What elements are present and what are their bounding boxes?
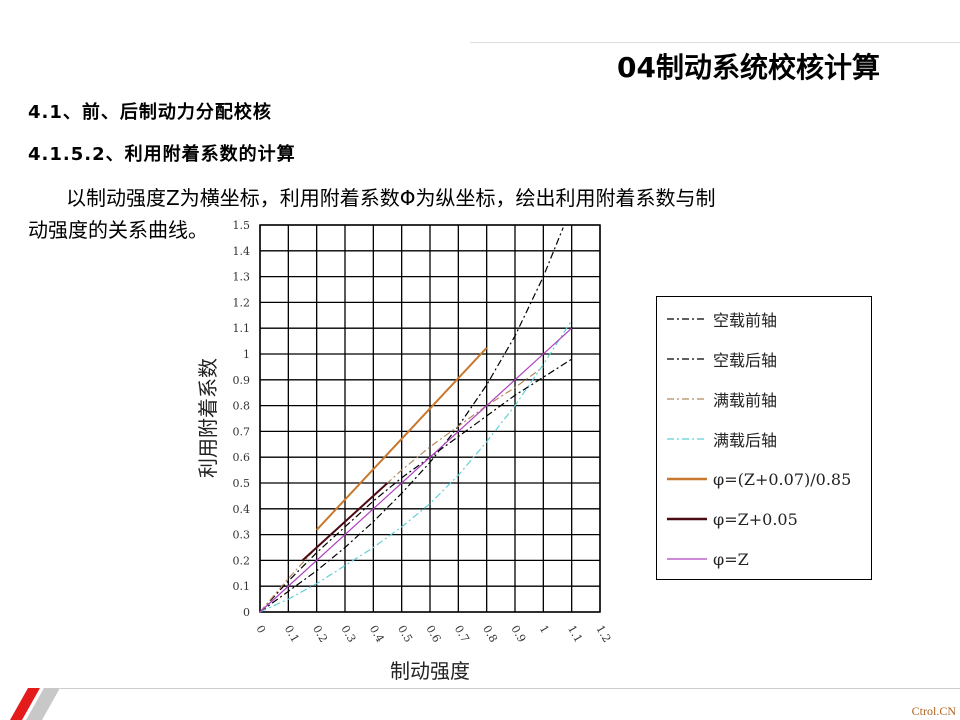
x-tick-label: 0.6 <box>423 623 443 645</box>
legend-swatch <box>667 558 707 560</box>
legend-swatch <box>667 438 707 440</box>
legend-item: 空载后轴 <box>667 347 777 371</box>
x-tick-label: 0 <box>253 623 268 636</box>
y-tick-label: 0.6 <box>233 451 251 464</box>
legend-item: 空载前轴 <box>667 307 777 331</box>
legend-label: φ=(Z+0.07)/0.85 <box>713 469 852 489</box>
y-tick-label: 0.9 <box>233 374 251 387</box>
series-line-1 <box>259 358 572 613</box>
gray-stripe <box>26 688 60 720</box>
y-tick-label: 1.3 <box>233 271 251 284</box>
x-tick-label: 1.1 <box>565 623 585 645</box>
paragraph-line-2: 动强度的关系曲线。 <box>28 218 208 242</box>
x-tick-label: 0.4 <box>367 623 387 645</box>
x-tick-label: 0.2 <box>310 623 330 645</box>
x-tick-label: 0.7 <box>452 623 472 645</box>
y-tick-label: 1.4 <box>233 245 251 258</box>
x-tick-label: 0.9 <box>508 623 528 645</box>
x-tick-label: 0.3 <box>338 623 358 645</box>
y-tick-label: 0.7 <box>233 425 251 438</box>
x-tick-label: 0.5 <box>395 623 415 645</box>
series-line-5 <box>301 482 389 562</box>
legend-swatch <box>667 318 707 320</box>
subsection-heading: 4.1.5.2、利用附着系数的计算 <box>28 144 296 165</box>
legend-label: φ=Z+0.05 <box>713 509 798 529</box>
y-tick-label: 1.5 <box>233 219 251 232</box>
legend-label: 满载后轴 <box>713 431 778 450</box>
y-tick-label: 0 <box>243 606 250 619</box>
legend-label: φ=Z <box>713 549 749 569</box>
series-line-0 <box>259 227 564 613</box>
y-tick-label: 1.2 <box>233 296 251 309</box>
legend-swatch <box>667 358 707 360</box>
y-tick-label: 0.5 <box>233 477 251 490</box>
legend-item: φ=(Z+0.07)/0.85 <box>667 467 851 491</box>
brand-watermark: Ctrol.CN <box>911 704 956 718</box>
legend-swatch <box>667 517 707 521</box>
paragraph-line-1: 以制动强度Z为横坐标，利用附着系数Φ为纵坐标，绘出利用附着系数与制 <box>66 186 716 210</box>
y-tick-label: 0.8 <box>233 400 251 413</box>
red-stripe <box>10 688 40 720</box>
legend-swatch <box>667 477 707 481</box>
y-tick-label: 0.1 <box>233 580 251 593</box>
corner-stripes-decoration <box>10 688 60 720</box>
section-heading: 4.1、前、后制动力分配校核 <box>28 102 272 123</box>
y-tick-label: 1.1 <box>233 322 251 335</box>
series-line-4 <box>315 347 488 531</box>
header-divider <box>470 42 960 43</box>
footer-divider <box>60 688 960 689</box>
legend-item: φ=Z+0.05 <box>667 507 798 531</box>
x-axis-label: 制动强度 <box>390 659 470 683</box>
series-line-3 <box>259 320 573 613</box>
legend-item: 满载前轴 <box>667 387 777 411</box>
y-tick-label: 0.2 <box>233 554 251 567</box>
y-tick-label: 0.3 <box>233 529 251 542</box>
legend-swatch <box>667 398 707 400</box>
chart-legend: 空载前轴空载后轴满载前轴满载后轴 φ=(Z+0.07)/0.85 φ=Z+0.05 φ… <box>656 296 872 580</box>
x-tick-label: 1.2 <box>593 623 613 645</box>
series-line-6 <box>259 327 573 613</box>
legend-label: 空载后轴 <box>713 351 778 370</box>
legend-item: φ=Z <box>667 547 749 571</box>
legend-item: 满载后轴 <box>667 427 777 451</box>
page-title: 04制动系统校核计算 <box>617 51 880 84</box>
legend-label: 满载前轴 <box>713 391 778 410</box>
y-tick-label: 0.4 <box>233 503 251 516</box>
y-axis-label: 利用附着系数 <box>196 358 220 478</box>
x-tick-label: 1 <box>537 623 552 636</box>
legend-label: 空载前轴 <box>713 311 778 330</box>
y-tick-label: 1 <box>243 348 250 361</box>
x-tick-label: 0.1 <box>282 623 302 645</box>
x-tick-label: 0.8 <box>480 623 500 645</box>
